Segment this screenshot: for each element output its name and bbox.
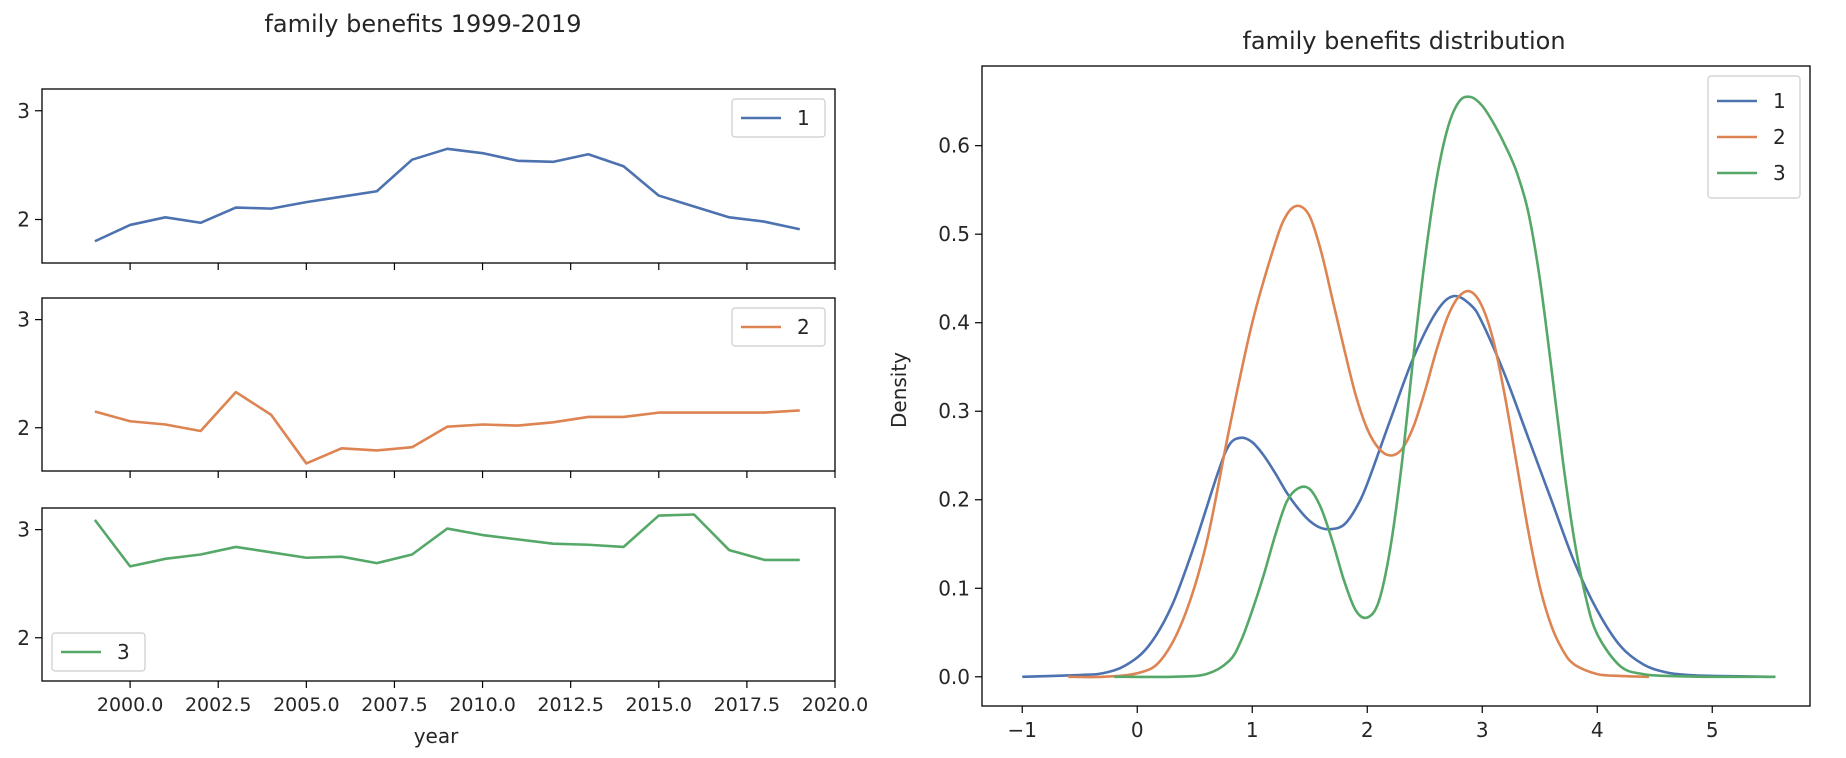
x-tick-label: −1 xyxy=(1008,718,1037,742)
y-tick-label: 3 xyxy=(17,99,30,123)
x-tick-label: 1 xyxy=(1246,718,1259,742)
y-tick-label: 3 xyxy=(17,518,30,542)
y-tick-label: 0.0 xyxy=(938,665,970,689)
right-panel: family benefits distribution Density 0.0… xyxy=(887,27,1811,742)
x-tick-label: 2015.0 xyxy=(626,694,692,716)
x-tick-label: 2005.0 xyxy=(273,694,339,716)
right-title: family benefits distribution xyxy=(1242,27,1565,55)
y-tick-label: 0.6 xyxy=(938,134,970,158)
x-tick-label: 2010.0 xyxy=(449,694,515,716)
legend-label: 1 xyxy=(1773,89,1786,113)
y-tick-label: 0.2 xyxy=(938,488,970,512)
right-plot: 0.0 0.1 0.2 0.3 0.4 0.5 0.6 −1 0 1 2 3 4 5 1 2 3 xyxy=(938,65,1811,742)
legend-label: 2 xyxy=(1773,125,1786,149)
legend-label: 1 xyxy=(797,106,810,130)
legend: 3 xyxy=(51,632,146,672)
left-subplots: 2 3 1 2 3 2 2 3 3 xyxy=(17,88,836,688)
y-tick-label: 0.3 xyxy=(938,399,970,423)
x-tick-label: 3 xyxy=(1476,718,1489,742)
x-tick-label: 2002.5 xyxy=(185,694,251,716)
density-curve-1 xyxy=(1022,294,1770,679)
subplot-frame xyxy=(41,88,836,264)
y-tick-label: 0.1 xyxy=(938,576,970,600)
subplot-2: 2 3 2 xyxy=(17,297,836,478)
legend-label: 3 xyxy=(117,640,130,664)
y-tick-label: 2 xyxy=(17,626,30,650)
plot-frame xyxy=(981,65,1811,707)
left-panel: family benefits 1999-2019 2 3 1 2 3 2 2 3 3 2000… xyxy=(17,10,868,748)
right-y-axis-label: Density xyxy=(887,352,911,428)
y-tick-label: 0.5 xyxy=(938,222,970,246)
density-curve-2 xyxy=(1068,204,1650,679)
legend-label: 2 xyxy=(797,315,810,339)
left-x-axis-label: year xyxy=(414,724,459,748)
x-tick-label: 2 xyxy=(1361,718,1374,742)
y-tick-label: 2 xyxy=(17,416,30,440)
x-tick-label: 2012.5 xyxy=(537,694,603,716)
x-tick-label: 2017.5 xyxy=(714,694,780,716)
x-tick-label: 4 xyxy=(1591,718,1604,742)
y-tick-label: 2 xyxy=(17,208,30,232)
legend-label: 3 xyxy=(1773,161,1786,185)
legend: 1 xyxy=(731,98,826,138)
subplot-frame xyxy=(41,507,836,682)
x-tick-label: 2020.0 xyxy=(802,694,868,716)
left-x-axis: 2000.0 2002.5 2005.0 2007.5 2010.0 2012.5 2015… xyxy=(97,694,868,716)
x-tick-label: 2000.0 xyxy=(97,694,163,716)
density-curve-3 xyxy=(1114,95,1776,679)
subplot-frame xyxy=(41,297,836,472)
y-tick-label: 0.4 xyxy=(938,311,970,335)
x-tick-label: 2007.5 xyxy=(361,694,427,716)
y-tick-label: 3 xyxy=(17,308,30,332)
subplot-1: 2 3 1 xyxy=(17,88,836,270)
subplot-3: 2 3 3 xyxy=(17,507,836,688)
x-tick-label: 5 xyxy=(1706,718,1719,742)
legend: 2 xyxy=(731,307,826,347)
legend: 1 2 3 xyxy=(1707,75,1801,199)
left-title: family benefits 1999-2019 xyxy=(264,10,581,38)
x-tick-label: 0 xyxy=(1131,718,1144,742)
